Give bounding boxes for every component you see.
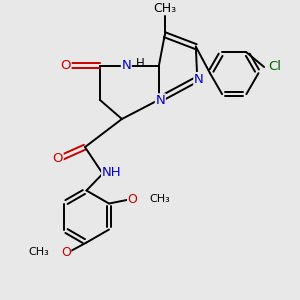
Text: NH: NH (102, 166, 122, 179)
Text: CH₃: CH₃ (149, 194, 170, 203)
Text: O: O (128, 193, 138, 206)
Text: N: N (155, 94, 165, 107)
Text: CH₃: CH₃ (153, 2, 176, 15)
Text: H: H (136, 57, 145, 70)
Text: O: O (52, 152, 63, 165)
Text: N: N (122, 59, 131, 72)
Text: N: N (194, 73, 204, 85)
Text: CH₃: CH₃ (28, 247, 49, 257)
Text: Cl: Cl (268, 60, 281, 73)
Text: O: O (61, 59, 71, 72)
Text: O: O (61, 246, 71, 260)
